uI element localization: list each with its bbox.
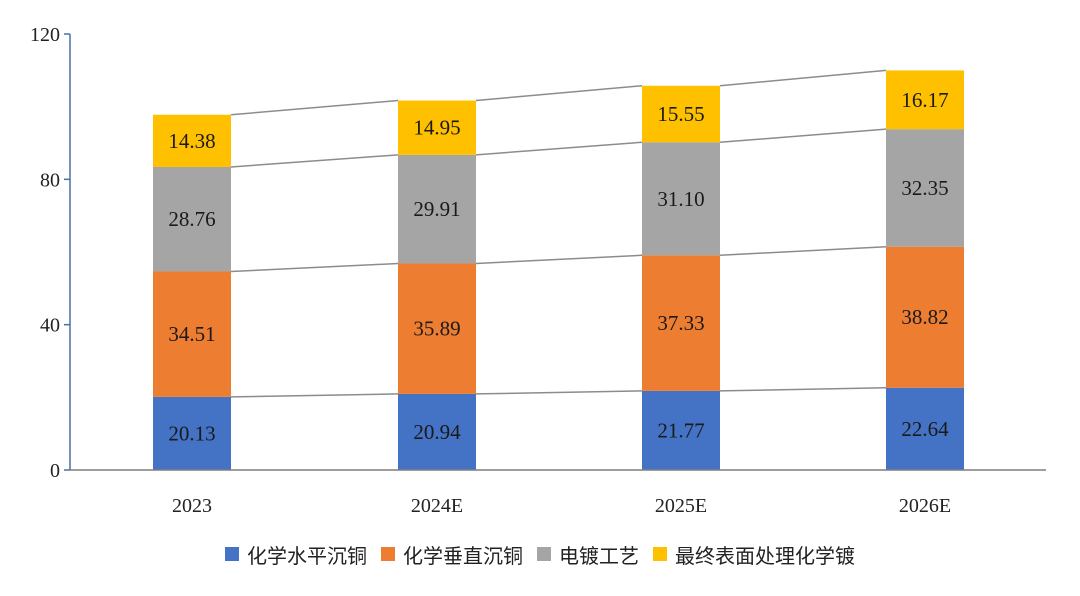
legend-label: 化学垂直沉铜 [403, 543, 523, 568]
series-line [230, 99, 399, 116]
series-line [475, 141, 643, 156]
x-tick-label: 2025E [655, 495, 707, 517]
y-tick-label: 0 [50, 460, 60, 482]
bar-segment [153, 271, 231, 397]
legend-swatch [653, 547, 667, 561]
y-tick-label: 120 [30, 24, 60, 46]
series-line [230, 262, 399, 273]
axes: 0 40 80 120 2023 2024E 2025E 2026E [30, 24, 1046, 517]
bar-segment [886, 129, 964, 247]
data-label: 38.82 [901, 305, 948, 329]
bar-segment [398, 100, 476, 155]
data-label: 29.91 [413, 197, 460, 221]
bar-segment [886, 387, 964, 470]
series-line [230, 154, 399, 168]
data-labels: 20.13 20.94 21.77 22.64 34.51 35.89 37.33 38.82… [168, 88, 949, 446]
data-label: 20.94 [413, 420, 461, 444]
series-lines [230, 69, 887, 398]
bar-segment [398, 263, 476, 394]
data-label: 16.17 [901, 88, 948, 112]
bar-segment [642, 142, 720, 256]
series-line [230, 393, 399, 398]
data-label: 32.35 [901, 176, 948, 200]
data-label: 21.77 [657, 418, 704, 442]
series-line [719, 386, 887, 392]
legend-swatch [381, 547, 395, 561]
data-label: 15.55 [657, 102, 704, 126]
data-label: 34.51 [168, 322, 215, 346]
bar-segment [642, 255, 720, 391]
legend-item-electroplating: 电镀工艺 [537, 540, 639, 569]
x-tick-label: 2024E [411, 495, 463, 517]
series-line [719, 128, 887, 144]
bar-segment [153, 396, 231, 470]
data-label: 28.76 [168, 207, 215, 231]
bar-segment [642, 85, 720, 143]
series-line [719, 69, 887, 87]
legend: 化学水平沉铜 化学垂直沉铜 电镀工艺 最终表面处理化学镀 [0, 538, 1080, 570]
series-line [475, 85, 643, 102]
x-tick-label: 2026E [899, 495, 951, 517]
legend-label: 最终表面处理化学镀 [675, 543, 855, 568]
bar-segment [153, 166, 231, 272]
bar-segment [398, 393, 476, 470]
data-label: 14.38 [168, 129, 215, 153]
legend-item-horizontal-copper: 化学水平沉铜 [225, 540, 367, 569]
data-label: 22.64 [901, 417, 949, 441]
data-label: 14.95 [413, 116, 460, 140]
series-line [719, 245, 887, 257]
legend-swatch [537, 547, 551, 561]
bar-segment [886, 246, 964, 388]
data-label: 37.33 [657, 311, 704, 335]
y-tick-label: 40 [40, 315, 60, 337]
data-label: 20.13 [168, 421, 215, 445]
legend-label: 化学水平沉铜 [247, 543, 367, 568]
legend-swatch [225, 547, 239, 561]
bars [153, 70, 964, 470]
legend-label: 电镀工艺 [559, 543, 639, 568]
y-tick-label: 80 [40, 169, 60, 191]
series-line [475, 390, 643, 395]
bar-segment [398, 154, 476, 264]
data-label: 35.89 [413, 317, 460, 341]
legend-item-vertical-copper: 化学垂直沉铜 [381, 540, 523, 569]
legend-item-surface-finish: 最终表面处理化学镀 [653, 540, 855, 569]
bar-segment [886, 70, 964, 130]
series-line [475, 254, 643, 265]
data-label: 31.10 [657, 187, 704, 211]
bar-segment [642, 390, 720, 470]
x-tick-label: 2023 [172, 495, 212, 517]
bar-segment [153, 114, 231, 167]
